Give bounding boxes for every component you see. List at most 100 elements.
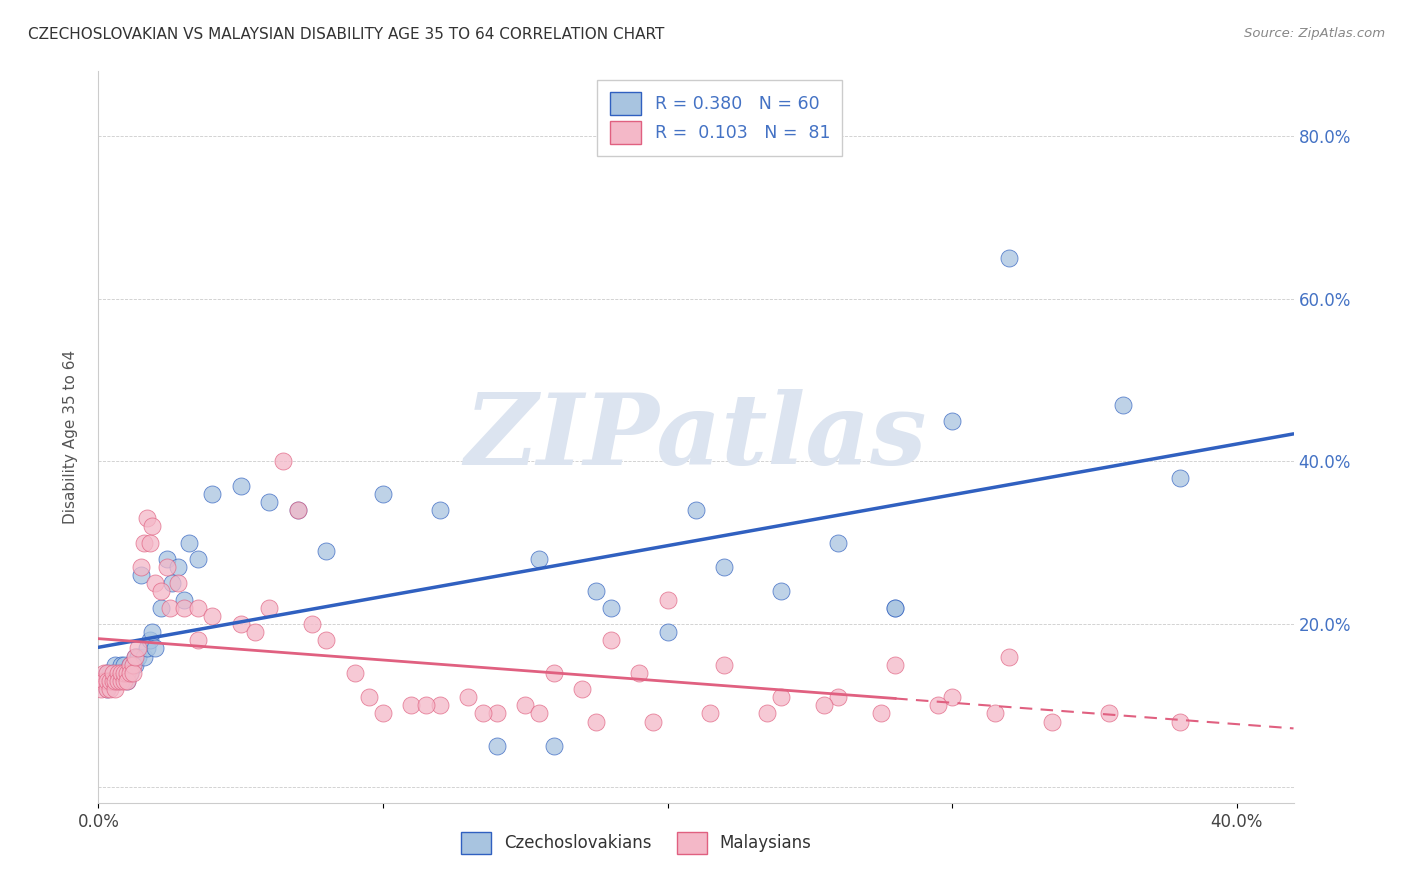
Point (927, 698, 949, 713)
Point (257, 495, 280, 509)
Point (104, 657, 127, 672)
Point (107, 665, 129, 680)
Point (104, 681, 127, 696)
Point (543, 739, 565, 753)
Point (150, 584, 173, 599)
Point (756, 706, 779, 721)
Point (107, 665, 129, 680)
Point (121, 657, 143, 672)
Point (471, 706, 494, 721)
Point (96, 681, 118, 696)
Point (485, 739, 508, 753)
Point (110, 673, 132, 688)
Point (813, 698, 835, 713)
Point (112, 657, 135, 672)
Point (115, 665, 138, 680)
Point (112, 673, 135, 688)
Point (138, 535, 160, 549)
Point (112, 665, 135, 680)
Point (110, 665, 132, 680)
Point (529, 706, 551, 721)
Text: ZIPatlas: ZIPatlas (465, 389, 927, 485)
Point (643, 714, 665, 729)
Point (101, 665, 124, 680)
Point (115, 673, 138, 688)
Point (141, 519, 163, 533)
Point (315, 633, 337, 648)
Point (187, 633, 209, 648)
Point (118, 665, 141, 680)
Point (1112, 398, 1135, 412)
Point (429, 503, 451, 517)
Point (187, 600, 209, 615)
Point (107, 673, 129, 688)
Point (998, 252, 1021, 266)
Point (699, 706, 721, 721)
Point (599, 633, 621, 648)
Point (571, 681, 593, 696)
Point (870, 706, 893, 721)
Point (984, 706, 1007, 721)
Point (101, 665, 124, 680)
Point (585, 714, 607, 729)
Point (884, 600, 907, 615)
Point (132, 649, 155, 664)
Point (167, 576, 190, 591)
Point (827, 690, 849, 705)
Point (93, 673, 115, 688)
Point (315, 544, 337, 558)
Point (529, 552, 551, 566)
Point (657, 592, 679, 607)
Point (90, 673, 112, 688)
Point (1168, 471, 1191, 485)
Point (98, 673, 121, 688)
Point (287, 503, 309, 517)
Point (415, 698, 437, 713)
Point (941, 690, 963, 705)
Point (343, 665, 366, 680)
Point (371, 487, 394, 501)
Point (173, 600, 195, 615)
Point (287, 503, 309, 517)
Point (998, 649, 1021, 664)
Point (1040, 714, 1063, 729)
Point (173, 592, 195, 607)
Point (101, 673, 124, 688)
Point (93, 673, 115, 688)
Point (543, 665, 565, 680)
Point (127, 649, 149, 664)
Point (713, 560, 735, 574)
Point (357, 690, 380, 705)
Point (941, 414, 963, 428)
Point (90, 673, 112, 688)
Point (90, 681, 112, 696)
Point (118, 657, 141, 672)
Point (118, 657, 141, 672)
Point (115, 665, 138, 680)
Y-axis label: Disability Age 35 to 64: Disability Age 35 to 64 (63, 350, 77, 524)
Point (187, 552, 209, 566)
Point (162, 576, 184, 591)
Point (167, 560, 190, 574)
Point (457, 690, 479, 705)
Point (257, 600, 280, 615)
Point (401, 698, 423, 713)
Point (101, 673, 124, 688)
Point (93, 665, 115, 680)
Point (685, 503, 707, 517)
Point (98, 681, 121, 696)
Point (770, 584, 793, 599)
Point (121, 657, 143, 672)
Point (143, 641, 166, 656)
Point (124, 657, 146, 672)
Point (599, 600, 621, 615)
Point (229, 617, 252, 632)
Point (115, 673, 138, 688)
Point (135, 511, 157, 525)
Point (129, 560, 152, 574)
Point (657, 625, 679, 640)
Point (96, 665, 118, 680)
Point (96, 681, 118, 696)
Point (143, 576, 166, 591)
Text: Source: ZipAtlas.com: Source: ZipAtlas.com (1244, 27, 1385, 40)
